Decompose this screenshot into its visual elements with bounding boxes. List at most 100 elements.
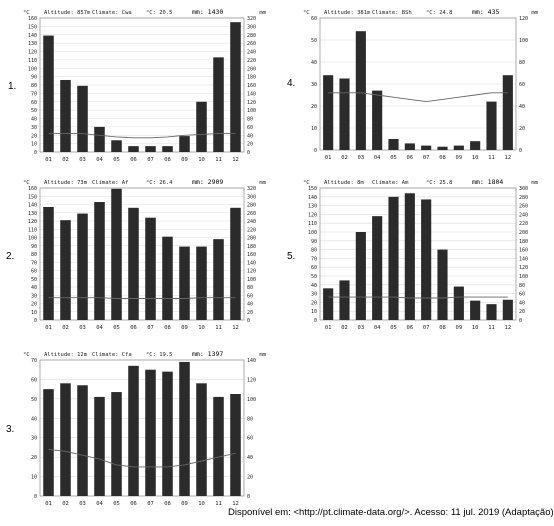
left-tick-label: 50 [311, 274, 317, 280]
source-note: Disponível em: <http://pt.climate-data.o… [228, 507, 554, 518]
month-tick-label: 06 [130, 501, 137, 507]
precipitation-bar [355, 31, 366, 151]
month-tick-label: 01 [45, 501, 52, 507]
temperature-line [48, 448, 236, 468]
precipitation-bar [196, 101, 207, 152]
climate-chart-5: °C mm Altitude: 8m Climate: Am °C: 25.8 mm: 1… [302, 176, 540, 338]
precipitation-bar [60, 220, 71, 320]
month-tick-label: 02 [62, 325, 69, 331]
precipitation-bar [213, 57, 224, 152]
climate-chart-4: °C mm Altitude: 381m Climate: BSh °C: 24.8 mm… [302, 6, 540, 168]
precipitation-bar [339, 280, 350, 320]
precipitation-bar [502, 75, 513, 150]
month-tick-label: 07 [147, 157, 154, 163]
right-tick-label: 200 [519, 230, 528, 236]
month-tick-label: 04 [96, 325, 103, 331]
month-tick-label: 03 [79, 157, 86, 163]
precipitation-bar [77, 85, 88, 152]
left-tick-label: 100 [28, 66, 37, 72]
precipitation-total-label: mm: 1804 [472, 178, 503, 186]
left-tick-label: 10 [311, 126, 317, 132]
precipitation-bar [355, 232, 366, 320]
precipitation-bar [43, 389, 54, 496]
temperature-label: °C: 25.8 [426, 180, 453, 186]
precipitation-bar [94, 126, 105, 152]
left-tick-label: 0 [314, 318, 317, 324]
right-tick-label: 60 [519, 292, 525, 298]
precipitation-total-label: mm: 435 [472, 8, 499, 16]
month-tick-label: 11 [215, 501, 222, 507]
left-tick-label: 50 [31, 397, 37, 403]
left-tick-label: 10 [311, 309, 317, 315]
left-tick-label: 140 [308, 195, 317, 201]
month-tick-label: 12 [232, 157, 239, 163]
right-tick-label: 0 [519, 318, 522, 324]
left-tick-label: 70 [31, 358, 37, 364]
precipitation-bar [162, 371, 173, 496]
left-tick-label: 50 [311, 38, 317, 44]
precipitation-bar [60, 79, 71, 152]
right-tick-label: 120 [247, 377, 256, 383]
right-tick-label: 320 [247, 186, 256, 192]
month-tick-label: 06 [130, 157, 137, 163]
precipitation-total-label: mm: 1430 [192, 8, 223, 16]
left-tick-label: 70 [311, 256, 317, 262]
precipitation-bar [145, 369, 156, 496]
left-tick-label: 40 [31, 285, 37, 291]
right-tick-label: 60 [247, 293, 253, 299]
right-tick-label: 260 [247, 41, 256, 47]
left-tick-label: 30 [31, 125, 37, 131]
right-tick-label: 80 [519, 60, 525, 66]
precipitation-bar [145, 146, 156, 152]
climate-chart-2-svg: °C mm Altitude: 73m Climate: Af °C: 26.4 mm: … [23, 178, 267, 331]
left-tick-label: 20 [311, 300, 317, 306]
climate-label: Climate: Cwa [92, 10, 132, 16]
right-tick-label: 40 [519, 104, 525, 110]
left-tick-label: 30 [311, 292, 317, 298]
precipitation-bar [486, 101, 497, 150]
precipitation-bar [43, 206, 54, 320]
left-tick-label: 60 [31, 269, 37, 275]
left-tick-label: 130 [28, 211, 37, 217]
precipitation-bar [60, 383, 71, 496]
left-tick-label: 120 [308, 212, 317, 218]
right-tick-label: 0 [519, 148, 522, 154]
left-tick-label: 30 [31, 293, 37, 299]
precipitation-bar [162, 236, 173, 320]
temperature-label: °C: 26.4 [146, 180, 173, 186]
month-tick-label: 01 [45, 157, 52, 163]
precipitation-bar [111, 392, 122, 496]
right-tick-label: 140 [247, 91, 256, 97]
right-tick-label: 40 [247, 302, 253, 308]
right-tick-label: 20 [247, 310, 253, 316]
precipitation-bar [230, 394, 241, 496]
left-tick-label: 100 [308, 230, 317, 236]
right-tick-label: 280 [247, 203, 256, 209]
precipitation-total-label: mm: 1397 [192, 350, 223, 358]
climate-chart-1-svg: °C mm Altitude: 857m Climate: Cwa °C: 20.5 mm… [23, 8, 267, 163]
month-tick-label: 02 [341, 325, 348, 331]
left-tick-label: 0 [314, 148, 317, 154]
right-tick-label: 40 [247, 455, 253, 461]
left-tick-label: 130 [308, 204, 317, 210]
left-tick-label: 60 [31, 100, 37, 106]
precipitation-bar [162, 146, 173, 152]
left-tick-label: 80 [31, 252, 37, 258]
precipitation-bar [94, 396, 105, 496]
left-unit-label: °C [23, 180, 30, 186]
altitude-label: Altitude: 12m [44, 352, 88, 358]
month-tick-label: 06 [407, 155, 414, 161]
right-tick-label: 0 [247, 494, 250, 500]
month-tick-label: 05 [113, 501, 120, 507]
left-tick-label: 40 [311, 60, 317, 66]
right-tick-label: 240 [247, 50, 256, 56]
right-tick-label: 180 [519, 239, 528, 245]
right-tick-label: 80 [247, 117, 253, 123]
month-tick-label: 01 [45, 325, 52, 331]
right-tick-label: 140 [247, 260, 256, 266]
right-tick-label: 140 [247, 358, 256, 364]
month-tick-label: 02 [62, 157, 69, 163]
precipitation-bar [179, 361, 190, 496]
precipitation-bar [213, 239, 224, 320]
right-tick-label: 160 [247, 252, 256, 258]
